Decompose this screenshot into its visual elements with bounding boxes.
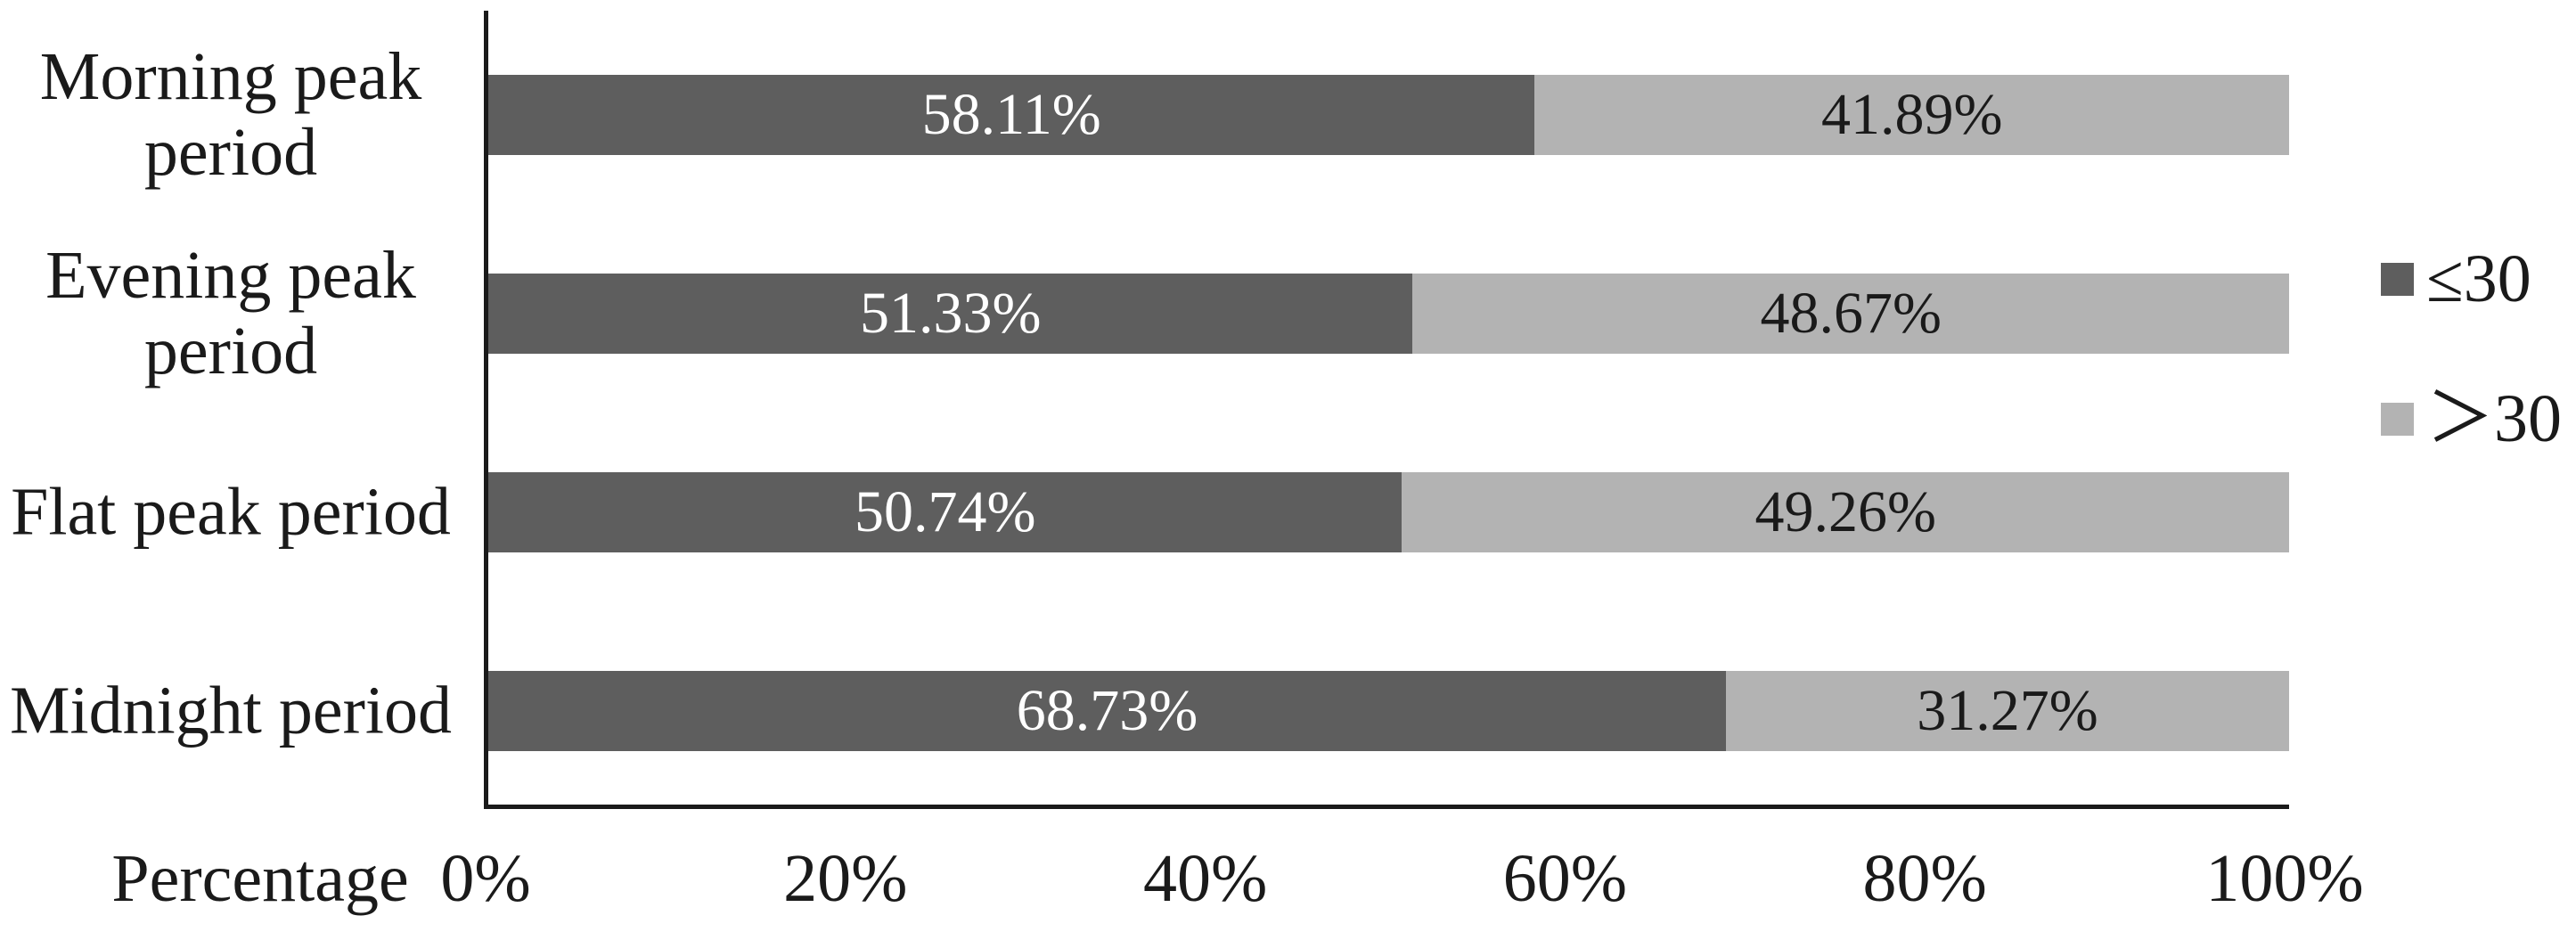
- bar-value-label: 31.27%: [1917, 677, 2098, 743]
- legend-entry: ≤30: [2381, 244, 2531, 314]
- legend-label: ≤30: [2426, 241, 2531, 316]
- legend-swatch-icon: [2381, 262, 2414, 296]
- legend-entry: ＞30: [2381, 384, 2562, 454]
- bar-segment-le30: 51.33%: [488, 274, 1413, 355]
- bar-value-label: 68.73%: [1016, 677, 1198, 743]
- bar-segment-le30: 68.73%: [488, 670, 1727, 751]
- x-tick-label: 80%: [1862, 841, 1987, 916]
- category-label: Midnight period: [9, 673, 453, 748]
- x-tick-label: 0%: [440, 841, 531, 916]
- bar-segment-gt30: 48.67%: [1412, 274, 2289, 355]
- category-label: Flat peak period: [11, 474, 451, 550]
- bar-segment-le30: 50.74%: [488, 471, 1402, 552]
- bar-segment-le30: 58.11%: [488, 75, 1535, 156]
- legend-swatch-icon: [2381, 402, 2414, 436]
- bar-value-label: 58.11%: [921, 82, 1101, 148]
- bar-value-label: 49.26%: [1754, 478, 1936, 544]
- x-tick-label: 40%: [1142, 841, 1268, 916]
- x-tick-label: 20%: [783, 841, 908, 916]
- x-axis-title: Percentage: [111, 841, 409, 916]
- bar-row: 51.33% 48.67%: [488, 274, 2289, 355]
- bar-segment-gt30: 31.27%: [1726, 670, 2289, 751]
- bar-row: 50.74% 49.26%: [488, 471, 2289, 552]
- bar-segment-gt30: 41.89%: [1534, 75, 2289, 156]
- bar-segment-gt30: 49.26%: [1402, 471, 2289, 552]
- plot-area: 58.11% 41.89% 51.33% 48.67% 50.74% 49.26% 68.7…: [484, 11, 2289, 809]
- bar-row: 68.73% 31.27%: [488, 670, 2289, 751]
- x-tick-label: 100%: [2205, 841, 2364, 916]
- x-tick-label: 60%: [1502, 841, 1628, 916]
- category-label: Evening peak period: [45, 238, 416, 389]
- bar-value-label: 41.89%: [1820, 82, 2003, 148]
- bar-value-label: 48.67%: [1760, 281, 1942, 347]
- category-label: Morning peak period: [39, 39, 422, 191]
- bar-row: 58.11% 41.89%: [488, 75, 2289, 156]
- bar-value-label: 51.33%: [859, 281, 1042, 347]
- legend-label: ＞30: [2426, 381, 2562, 456]
- bar-value-label: 50.74%: [854, 478, 1036, 544]
